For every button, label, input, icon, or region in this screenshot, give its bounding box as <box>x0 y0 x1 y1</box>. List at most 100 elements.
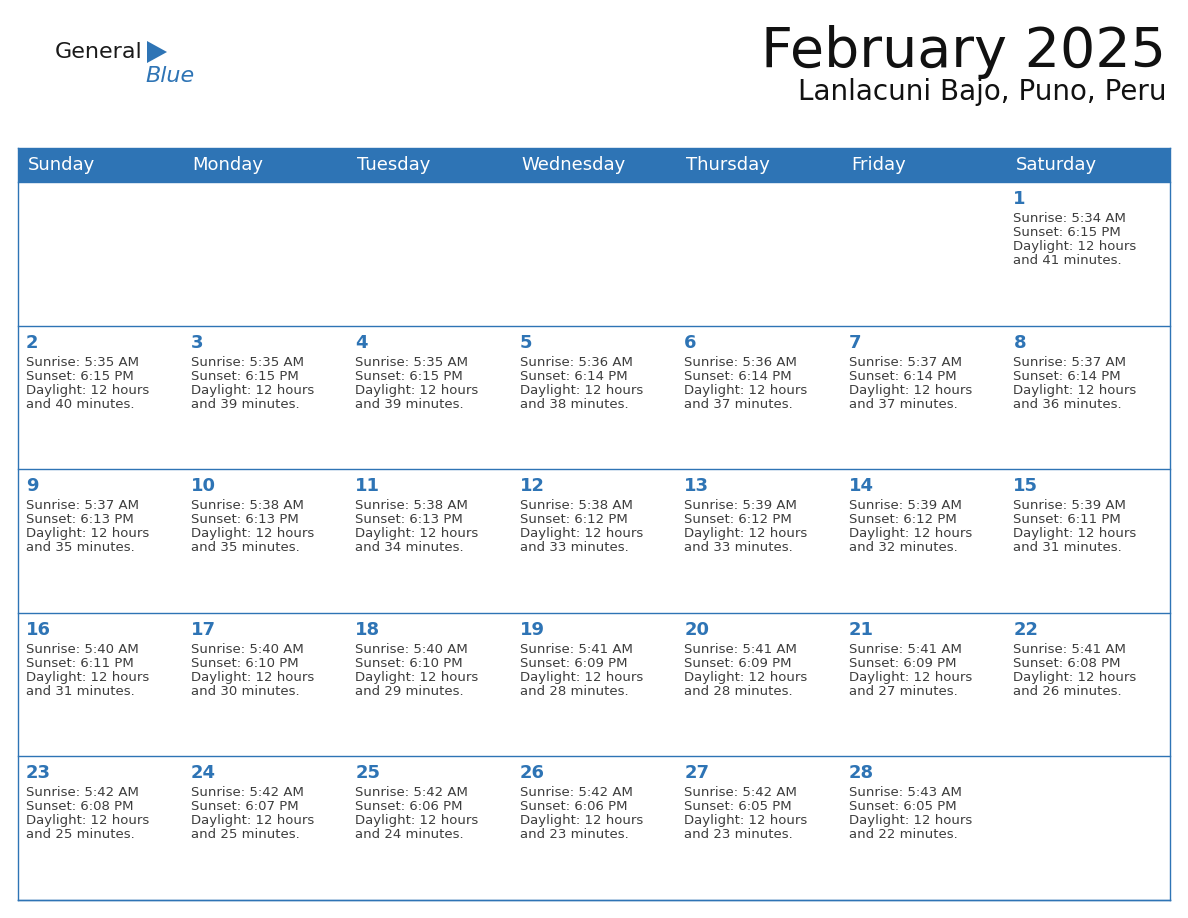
Text: 6: 6 <box>684 333 697 352</box>
Text: 18: 18 <box>355 621 380 639</box>
Text: Daylight: 12 hours: Daylight: 12 hours <box>1013 384 1137 397</box>
Text: Daylight: 12 hours: Daylight: 12 hours <box>190 671 314 684</box>
Text: and 31 minutes.: and 31 minutes. <box>26 685 134 698</box>
Text: and 29 minutes.: and 29 minutes. <box>355 685 463 698</box>
Text: Sunrise: 5:42 AM: Sunrise: 5:42 AM <box>26 787 139 800</box>
Text: Daylight: 12 hours: Daylight: 12 hours <box>26 384 150 397</box>
Text: Sunrise: 5:34 AM: Sunrise: 5:34 AM <box>1013 212 1126 225</box>
Text: and 33 minutes.: and 33 minutes. <box>519 542 628 554</box>
Text: Daylight: 12 hours: Daylight: 12 hours <box>684 384 808 397</box>
Text: and 28 minutes.: and 28 minutes. <box>684 685 792 698</box>
Text: Sunset: 6:13 PM: Sunset: 6:13 PM <box>26 513 134 526</box>
Text: Lanlacuni Bajo, Puno, Peru: Lanlacuni Bajo, Puno, Peru <box>797 78 1165 106</box>
Text: Sunrise: 5:42 AM: Sunrise: 5:42 AM <box>355 787 468 800</box>
Text: 8: 8 <box>1013 333 1026 352</box>
Text: Sunset: 6:15 PM: Sunset: 6:15 PM <box>190 370 298 383</box>
Text: Sunrise: 5:40 AM: Sunrise: 5:40 AM <box>190 643 303 655</box>
Text: and 39 minutes.: and 39 minutes. <box>190 397 299 410</box>
Text: Wednesday: Wednesday <box>522 156 626 174</box>
Text: Sunset: 6:08 PM: Sunset: 6:08 PM <box>26 800 133 813</box>
Text: Sunrise: 5:38 AM: Sunrise: 5:38 AM <box>190 499 303 512</box>
Text: Sunset: 6:09 PM: Sunset: 6:09 PM <box>519 656 627 670</box>
Text: Sunrise: 5:39 AM: Sunrise: 5:39 AM <box>849 499 962 512</box>
Text: 7: 7 <box>849 333 861 352</box>
Text: 19: 19 <box>519 621 545 639</box>
Text: Daylight: 12 hours: Daylight: 12 hours <box>519 671 643 684</box>
Text: 20: 20 <box>684 621 709 639</box>
Text: 17: 17 <box>190 621 215 639</box>
Text: and 27 minutes.: and 27 minutes. <box>849 685 958 698</box>
Text: 24: 24 <box>190 765 215 782</box>
Text: Sunday: Sunday <box>29 156 95 174</box>
Text: Daylight: 12 hours: Daylight: 12 hours <box>355 384 479 397</box>
Text: 21: 21 <box>849 621 874 639</box>
Text: Blue: Blue <box>145 66 195 86</box>
Text: Daylight: 12 hours: Daylight: 12 hours <box>26 814 150 827</box>
Text: Daylight: 12 hours: Daylight: 12 hours <box>684 527 808 540</box>
Text: 15: 15 <box>1013 477 1038 495</box>
Text: and 31 minutes.: and 31 minutes. <box>1013 542 1123 554</box>
Text: 12: 12 <box>519 477 545 495</box>
Text: Daylight: 12 hours: Daylight: 12 hours <box>684 814 808 827</box>
Text: Sunset: 6:07 PM: Sunset: 6:07 PM <box>190 800 298 813</box>
Text: Sunset: 6:13 PM: Sunset: 6:13 PM <box>190 513 298 526</box>
Text: 27: 27 <box>684 765 709 782</box>
Text: Sunrise: 5:35 AM: Sunrise: 5:35 AM <box>355 355 468 369</box>
Text: and 41 minutes.: and 41 minutes. <box>1013 254 1121 267</box>
Text: Sunrise: 5:39 AM: Sunrise: 5:39 AM <box>1013 499 1126 512</box>
Text: and 37 minutes.: and 37 minutes. <box>684 397 794 410</box>
Text: Sunrise: 5:41 AM: Sunrise: 5:41 AM <box>849 643 962 655</box>
Text: Daylight: 12 hours: Daylight: 12 hours <box>190 814 314 827</box>
Text: February 2025: February 2025 <box>762 25 1165 79</box>
Text: Daylight: 12 hours: Daylight: 12 hours <box>849 384 972 397</box>
Text: 1: 1 <box>1013 190 1026 208</box>
Text: and 24 minutes.: and 24 minutes. <box>355 828 463 842</box>
Text: Daylight: 12 hours: Daylight: 12 hours <box>355 671 479 684</box>
Text: Sunset: 6:10 PM: Sunset: 6:10 PM <box>355 656 463 670</box>
Text: Sunrise: 5:38 AM: Sunrise: 5:38 AM <box>519 499 632 512</box>
Text: Sunset: 6:14 PM: Sunset: 6:14 PM <box>519 370 627 383</box>
Text: Sunrise: 5:38 AM: Sunrise: 5:38 AM <box>355 499 468 512</box>
Text: Sunset: 6:09 PM: Sunset: 6:09 PM <box>849 656 956 670</box>
Text: Tuesday: Tuesday <box>358 156 430 174</box>
Text: and 30 minutes.: and 30 minutes. <box>190 685 299 698</box>
Text: Daylight: 12 hours: Daylight: 12 hours <box>190 384 314 397</box>
Text: and 36 minutes.: and 36 minutes. <box>1013 397 1121 410</box>
Text: 5: 5 <box>519 333 532 352</box>
Text: Sunset: 6:05 PM: Sunset: 6:05 PM <box>684 800 792 813</box>
Text: and 35 minutes.: and 35 minutes. <box>190 542 299 554</box>
Text: and 25 minutes.: and 25 minutes. <box>26 828 134 842</box>
Text: Daylight: 12 hours: Daylight: 12 hours <box>849 671 972 684</box>
Text: and 38 minutes.: and 38 minutes. <box>519 397 628 410</box>
Text: 11: 11 <box>355 477 380 495</box>
Text: Monday: Monday <box>192 156 264 174</box>
Text: 23: 23 <box>26 765 51 782</box>
Text: Daylight: 12 hours: Daylight: 12 hours <box>1013 671 1137 684</box>
Text: and 35 minutes.: and 35 minutes. <box>26 542 134 554</box>
Text: 25: 25 <box>355 765 380 782</box>
Text: Sunset: 6:09 PM: Sunset: 6:09 PM <box>684 656 791 670</box>
Text: Sunset: 6:15 PM: Sunset: 6:15 PM <box>1013 226 1121 239</box>
Text: Sunset: 6:15 PM: Sunset: 6:15 PM <box>26 370 134 383</box>
Text: Sunset: 6:11 PM: Sunset: 6:11 PM <box>26 656 134 670</box>
Text: Sunrise: 5:40 AM: Sunrise: 5:40 AM <box>26 643 139 655</box>
Text: 16: 16 <box>26 621 51 639</box>
Text: and 26 minutes.: and 26 minutes. <box>1013 685 1121 698</box>
Text: Sunrise: 5:42 AM: Sunrise: 5:42 AM <box>519 787 632 800</box>
Text: Daylight: 12 hours: Daylight: 12 hours <box>1013 527 1137 540</box>
Text: and 37 minutes.: and 37 minutes. <box>849 397 958 410</box>
Text: Daylight: 12 hours: Daylight: 12 hours <box>355 527 479 540</box>
Text: Sunrise: 5:42 AM: Sunrise: 5:42 AM <box>684 787 797 800</box>
Text: Sunset: 6:06 PM: Sunset: 6:06 PM <box>519 800 627 813</box>
Text: Sunrise: 5:40 AM: Sunrise: 5:40 AM <box>355 643 468 655</box>
Text: Sunrise: 5:37 AM: Sunrise: 5:37 AM <box>26 499 139 512</box>
Text: Sunrise: 5:39 AM: Sunrise: 5:39 AM <box>684 499 797 512</box>
Text: Sunrise: 5:36 AM: Sunrise: 5:36 AM <box>684 355 797 369</box>
Text: General: General <box>55 42 143 62</box>
Text: Daylight: 12 hours: Daylight: 12 hours <box>849 527 972 540</box>
Text: Sunrise: 5:37 AM: Sunrise: 5:37 AM <box>849 355 962 369</box>
Text: Sunrise: 5:37 AM: Sunrise: 5:37 AM <box>1013 355 1126 369</box>
Text: 28: 28 <box>849 765 874 782</box>
Text: 26: 26 <box>519 765 545 782</box>
Text: Sunrise: 5:42 AM: Sunrise: 5:42 AM <box>190 787 303 800</box>
